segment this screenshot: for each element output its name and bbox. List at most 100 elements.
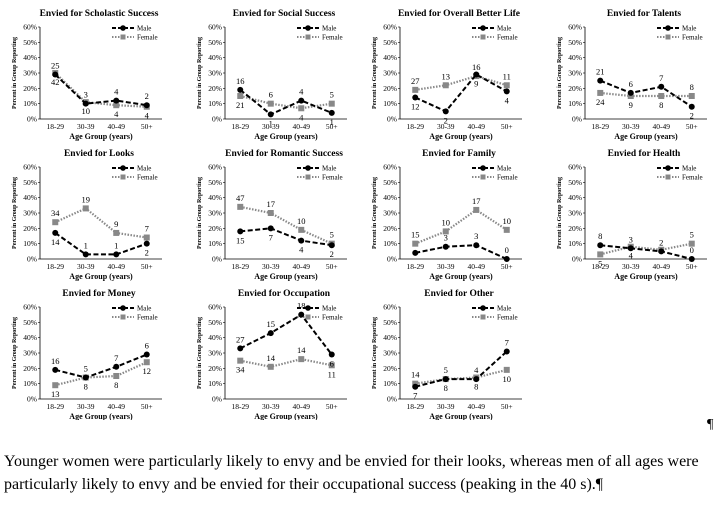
female-data-label: 9 [114, 219, 118, 229]
x-tick-label: 18-29 [232, 262, 250, 271]
female-point [52, 382, 59, 389]
female-data-label: 7 [145, 224, 149, 234]
y-tick-label: 60% [568, 23, 582, 32]
caption: Younger women were particularly likely t… [4, 453, 699, 493]
male-point [298, 97, 305, 104]
male-point [267, 111, 274, 118]
y-tick-label: 30% [383, 69, 397, 78]
x-tick-label: 40-49 [108, 402, 126, 411]
female-data-label: 10 [503, 216, 512, 226]
legend-male-label: Male [322, 25, 336, 33]
female-data-label: 10 [503, 374, 512, 384]
y-tick-label: 20% [383, 364, 397, 373]
series-female-line [415, 368, 508, 385]
y-tick-label: 0% [27, 115, 37, 124]
y-tick-label: 20% [208, 364, 222, 373]
female-point [658, 93, 665, 99]
female-data-label: 10 [297, 216, 306, 226]
y-tick-label: 10% [208, 239, 222, 248]
female-point [143, 234, 150, 241]
x-tick-label: 40-49 [293, 262, 311, 271]
series-female-line [599, 242, 692, 256]
male-point [412, 383, 419, 390]
x-axis-label: Age Group (years) [254, 272, 318, 281]
y-tick-label: 10% [23, 99, 37, 108]
female-data-label: 6 [269, 90, 273, 100]
female-point [688, 240, 695, 247]
series-female-line [240, 358, 332, 368]
y-tick-label: 30% [208, 349, 222, 358]
x-tick-label: 30-39 [262, 122, 280, 131]
male-point [298, 237, 305, 244]
x-tick-label: 18-29 [592, 122, 610, 131]
female-point [113, 229, 120, 236]
female-data-label: 13 [442, 71, 451, 81]
female-point [597, 251, 604, 258]
y-axis-label: Percent in Group Reporting [197, 177, 203, 249]
chart-title: Envied for Other [424, 289, 494, 299]
pilcrow-mark: ¶ [707, 417, 714, 432]
y-tick-label: 0% [572, 255, 582, 264]
series-male-line [239, 313, 333, 356]
y-tick-label: 50% [383, 38, 397, 47]
legend-male-marker [480, 305, 486, 311]
female-data-label: 19 [82, 194, 91, 204]
male-point [597, 242, 604, 249]
female-point [442, 82, 449, 89]
female-point [412, 380, 419, 387]
female-data-label: 11 [503, 71, 511, 81]
female-data-label: 16 [472, 62, 481, 72]
legend-female-label: Female [497, 174, 518, 182]
x-axis-label: Age Group (years) [69, 412, 133, 420]
y-tick-label: 10% [568, 239, 582, 248]
male-data-label: 3 [629, 234, 633, 244]
female-data-label: 24 [596, 97, 605, 107]
female-point [237, 93, 244, 99]
male-point [442, 376, 449, 383]
y-tick-label: 50% [23, 318, 37, 327]
female-point [597, 89, 604, 96]
female-point [298, 356, 305, 363]
y-tick-label: 20% [23, 364, 37, 373]
series-male-line [240, 227, 332, 247]
female-data-label: 11 [328, 369, 336, 379]
male-data-label: 3 [474, 231, 478, 241]
male-point [143, 102, 150, 109]
male-data-label: 2 [659, 237, 663, 247]
y-tick-label: 60% [383, 23, 397, 32]
male-data-label: 15 [236, 235, 245, 245]
female-point [412, 240, 419, 247]
legend-female-label: Female [497, 314, 518, 322]
legend-male-label: Male [682, 25, 696, 33]
female-point [503, 226, 510, 233]
male-point [82, 251, 89, 258]
male-point [503, 88, 510, 95]
series-male-line [415, 350, 508, 388]
y-tick-label: 20% [23, 84, 37, 93]
x-tick-label: 50+ [501, 402, 513, 411]
y-tick-label: 50% [383, 178, 397, 187]
y-tick-label: 10% [208, 379, 222, 388]
y-tick-label: 10% [23, 239, 37, 248]
female-data-label: 9 [629, 100, 633, 110]
female-data-label: 10 [82, 106, 91, 116]
series-male-line [54, 73, 147, 107]
y-tick-label: 30% [23, 349, 37, 358]
female-point [503, 366, 510, 373]
female-data-label: 5 [690, 230, 694, 240]
x-tick-label: 18-29 [592, 262, 610, 271]
male-point [113, 97, 120, 104]
x-tick-label: 50+ [686, 262, 698, 271]
y-tick-label: 30% [568, 209, 582, 218]
male-data-label: 3 [444, 233, 448, 243]
x-tick-label: 18-29 [47, 402, 65, 411]
female-data-label: 8 [444, 383, 448, 393]
x-tick-label: 50+ [501, 122, 513, 131]
series-male-line [599, 79, 693, 108]
y-tick-label: 40% [383, 333, 397, 342]
y-tick-label: 20% [208, 84, 222, 93]
female-data-label: 34 [236, 365, 245, 375]
female-data-label: 34 [51, 208, 60, 218]
female-point [412, 86, 419, 93]
male-data-label: 4 [299, 245, 304, 255]
